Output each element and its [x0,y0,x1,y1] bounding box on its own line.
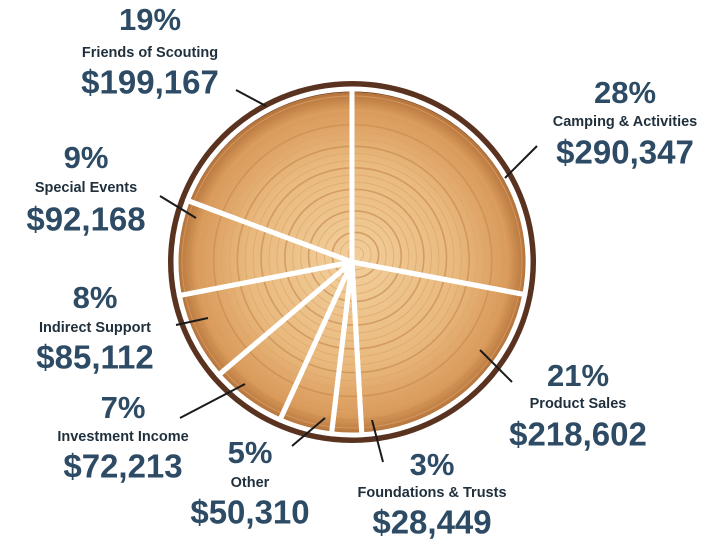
percent-label: 3% [410,447,455,482]
percent-label: 8% [73,280,118,315]
leader-line [159,195,197,219]
value-label: $199,167 [81,64,219,101]
value-label: $290,347 [556,134,694,171]
category-label: Indirect Support [39,320,151,336]
leader-line [291,417,326,447]
category-label: Foundations & Trusts [357,485,506,501]
value-label: $72,213 [63,448,182,485]
category-label: Investment Income [57,429,188,445]
percent-label: 21% [547,358,609,393]
labels: 28% Camping & Activities $290,347 21% Produc… [26,2,697,541]
percent-label: 28% [594,75,656,110]
leader-line [235,89,267,107]
leader-line [179,383,246,419]
leader-line [504,145,538,179]
leader-line [371,419,384,463]
slice [184,86,355,265]
percent-label: 19% [119,2,181,37]
category-label: Other [231,475,270,491]
percent-label: 5% [228,435,273,470]
slice [349,86,531,298]
leader-line [479,349,513,383]
slice [349,259,528,438]
value-label: $50,310 [190,494,309,531]
percent-label: 7% [101,390,146,425]
value-label: $92,168 [26,201,145,238]
ring [339,239,372,271]
category-label: Camping & Activities [553,114,698,130]
value-label: $85,112 [36,339,153,376]
category-label: Product Sales [530,396,627,412]
leader-line [175,317,209,326]
slices [173,86,531,438]
value-label: $218,602 [509,416,647,453]
percent-label: 9% [64,140,109,175]
category-label: Friends of Scouting [82,45,218,61]
value-label: $28,449 [372,504,491,541]
category-label: Special Events [35,180,137,196]
